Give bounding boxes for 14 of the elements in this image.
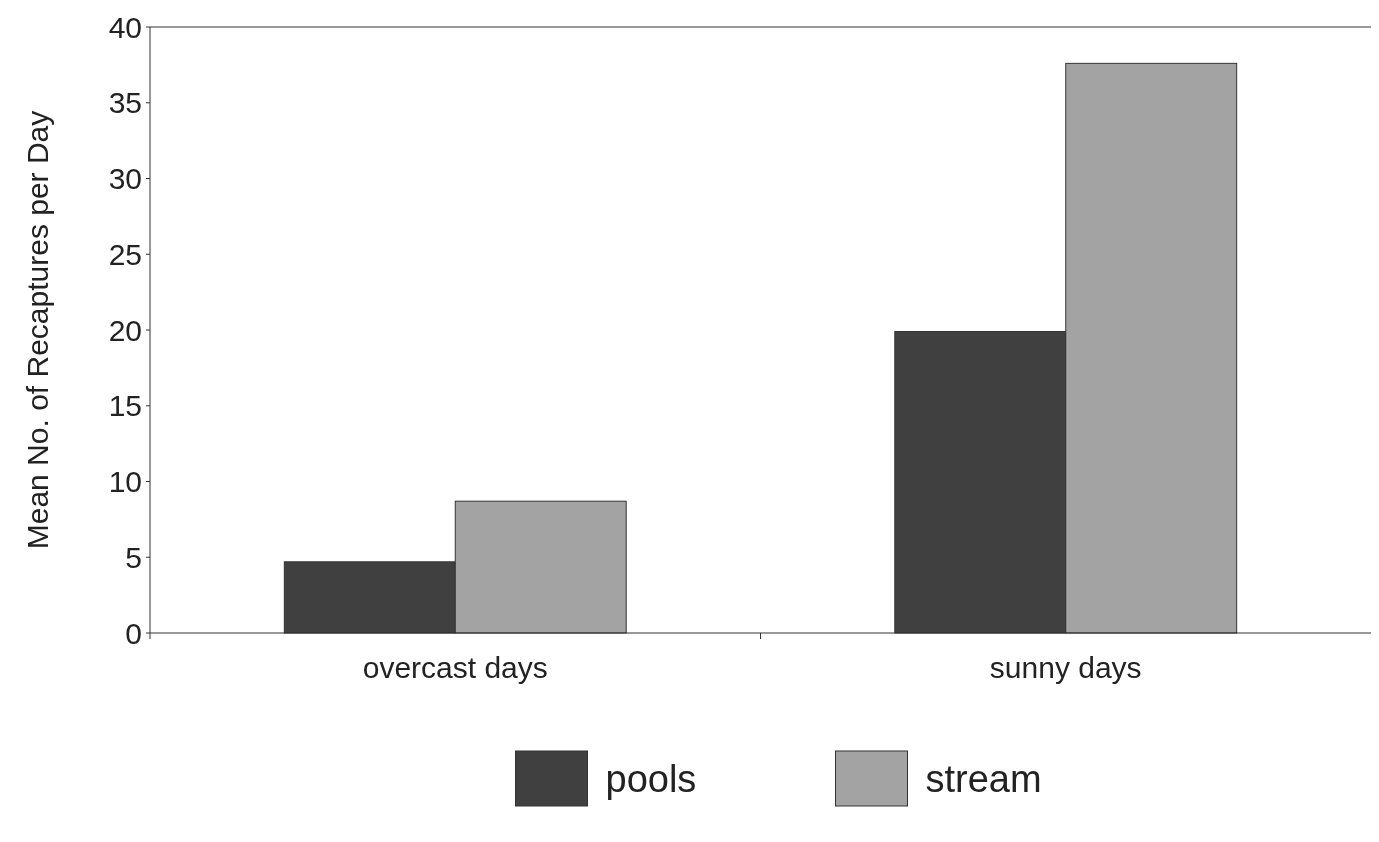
y-tick-label: 10 [108, 465, 142, 498]
y-tick-label: 30 [108, 162, 142, 195]
legend-label: pools [605, 758, 697, 801]
y-tick-label: 40 [108, 10, 142, 44]
y-tick-label: 35 [108, 86, 142, 120]
y-axis-title: Mean No. of Recaptures per Day [21, 110, 54, 550]
x-tick-label: overcast days [362, 651, 548, 684]
y-tick-label: 20 [108, 313, 142, 347]
y-tick-label: 5 [125, 540, 142, 574]
y-tick-label: 15 [108, 389, 142, 423]
y-tick-label: 0 [125, 616, 142, 650]
y-tick-label: 25 [108, 237, 142, 271]
x-tick-label: sunny days [989, 651, 1142, 684]
legend-label: stream [925, 758, 1042, 801]
